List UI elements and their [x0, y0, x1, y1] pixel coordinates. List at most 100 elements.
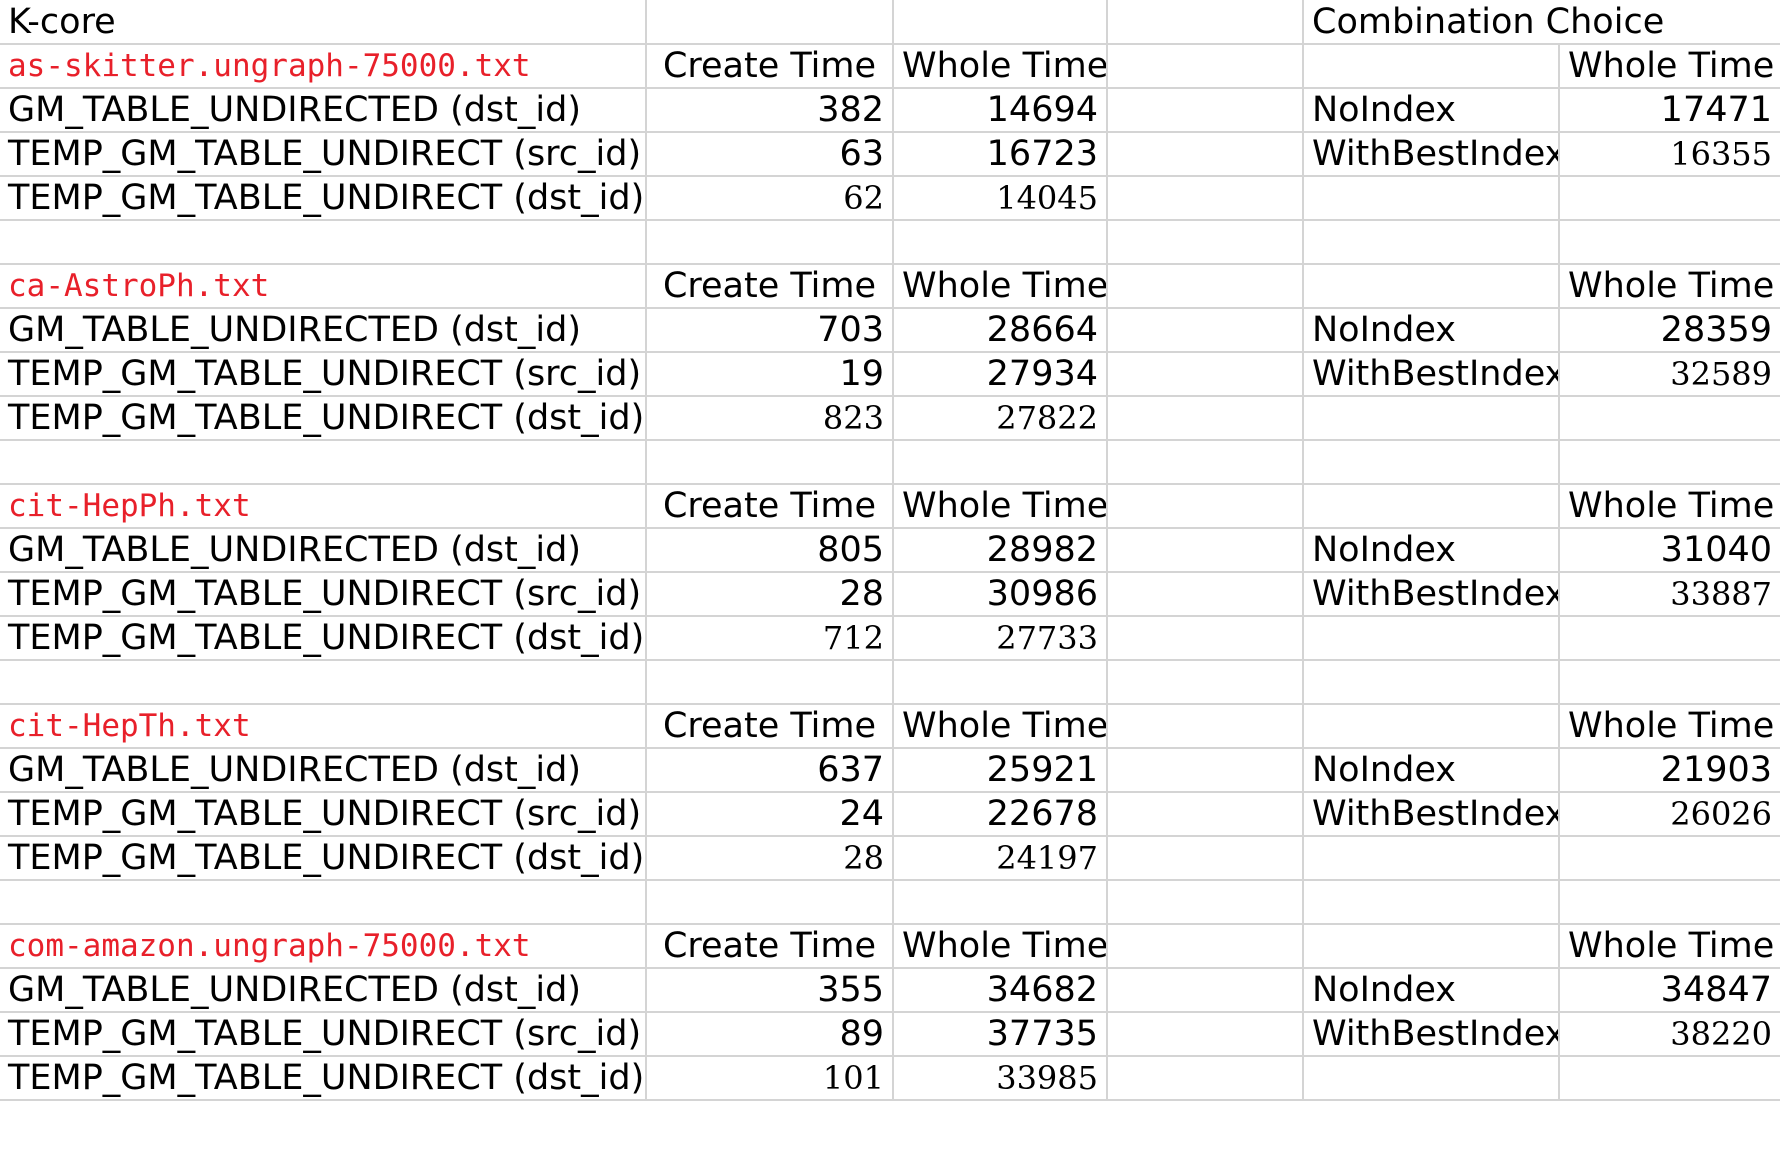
- create-time-header-cell[interactable]: Create Time: [645, 483, 894, 529]
- empty-cell[interactable]: [892, 219, 1108, 265]
- empty-cell[interactable]: [645, 439, 894, 485]
- choice-whole-time-cell[interactable]: 31040: [1557, 527, 1780, 573]
- choice-label-cell[interactable]: NoIndex: [1302, 747, 1560, 793]
- empty-cell[interactable]: [1302, 219, 1560, 265]
- empty-cell[interactable]: [1106, 967, 1304, 1013]
- empty-cell[interactable]: [1106, 659, 1304, 705]
- whole-time-cell[interactable]: 37735: [892, 1011, 1108, 1057]
- choice-label-cell[interactable]: WithBestIndex: [1302, 351, 1560, 397]
- choice-whole-time-header-cell[interactable]: Whole Time: [1557, 923, 1780, 969]
- choice-label-cell[interactable]: [1302, 835, 1560, 881]
- choice-whole-time-cell[interactable]: [1557, 615, 1780, 661]
- empty-cell[interactable]: [1106, 1055, 1304, 1101]
- index-label-cell[interactable]: GM_TABLE_UNDIRECTED (dst_id): [0, 87, 647, 133]
- choice-label-cell[interactable]: NoIndex: [1302, 967, 1560, 1013]
- empty-cell[interactable]: [1557, 659, 1780, 705]
- empty-cell[interactable]: [1106, 527, 1304, 573]
- index-label-cell[interactable]: TEMP_GM_TABLE_UNDIRECT (src_id): [0, 351, 647, 397]
- whole-time-header-cell[interactable]: Whole Time: [892, 263, 1108, 309]
- empty-cell[interactable]: [1106, 351, 1304, 397]
- spreadsheet-grid[interactable]: K-core Combination Choice as-skitter.ung…: [0, 0, 1780, 1101]
- create-time-cell[interactable]: 823: [645, 395, 894, 441]
- dataset-name-cell[interactable]: as-skitter.ungraph-75000.txt: [0, 43, 647, 89]
- choice-label-cell[interactable]: WithBestIndex: [1302, 571, 1560, 617]
- combination-title-cell[interactable]: Combination Choice: [1301, 0, 1780, 45]
- index-label-cell[interactable]: GM_TABLE_UNDIRECTED (dst_id): [0, 967, 647, 1013]
- choice-whole-time-cell[interactable]: [1557, 835, 1780, 881]
- empty-cell[interactable]: [1106, 439, 1304, 485]
- choice-whole-time-cell[interactable]: 28359: [1557, 307, 1780, 353]
- empty-cell[interactable]: [892, 659, 1108, 705]
- empty-cell[interactable]: [1557, 439, 1780, 485]
- create-time-cell[interactable]: 28: [645, 571, 894, 617]
- choice-whole-time-header-cell[interactable]: Whole Time: [1557, 263, 1780, 309]
- empty-cell[interactable]: [0, 659, 647, 705]
- empty-cell[interactable]: [1106, 395, 1304, 441]
- whole-time-cell[interactable]: 33985: [892, 1055, 1108, 1101]
- empty-cell[interactable]: [645, 659, 894, 705]
- empty-cell[interactable]: [1106, 1011, 1304, 1057]
- empty-cell[interactable]: [1302, 923, 1560, 969]
- choice-whole-time-header-cell[interactable]: Whole Time: [1557, 703, 1780, 749]
- empty-cell[interactable]: [1106, 131, 1304, 177]
- index-label-cell[interactable]: GM_TABLE_UNDIRECTED (dst_id): [0, 307, 647, 353]
- whole-time-header-cell[interactable]: Whole Time: [892, 43, 1108, 89]
- create-time-cell[interactable]: 89: [645, 1011, 894, 1057]
- empty-cell[interactable]: [1106, 219, 1304, 265]
- choice-label-cell[interactable]: NoIndex: [1302, 527, 1560, 573]
- empty-cell[interactable]: [1557, 879, 1780, 925]
- choice-whole-time-cell[interactable]: 32589: [1557, 351, 1780, 397]
- create-time-cell[interactable]: 712: [645, 615, 894, 661]
- empty-cell[interactable]: [0, 219, 647, 265]
- whole-time-header-cell[interactable]: Whole Time: [892, 483, 1108, 529]
- create-time-cell[interactable]: 382: [645, 87, 894, 133]
- choice-whole-time-cell[interactable]: 38220: [1557, 1011, 1780, 1057]
- dataset-name-cell[interactable]: cit-HepTh.txt: [0, 703, 647, 749]
- index-label-cell[interactable]: TEMP_GM_TABLE_UNDIRECT (src_id): [0, 1011, 647, 1057]
- empty-cell[interactable]: [0, 879, 647, 925]
- whole-time-cell[interactable]: 27934: [892, 351, 1108, 397]
- choice-whole-time-header-cell[interactable]: Whole Time: [1557, 483, 1780, 529]
- choice-label-cell[interactable]: [1302, 175, 1560, 221]
- whole-time-header-cell[interactable]: Whole Time: [892, 923, 1108, 969]
- empty-cell[interactable]: [645, 879, 894, 925]
- empty-cell[interactable]: [1302, 263, 1560, 309]
- choice-label-cell[interactable]: NoIndex: [1302, 87, 1560, 133]
- create-time-cell[interactable]: 101: [645, 1055, 894, 1101]
- whole-time-cell[interactable]: 25921: [892, 747, 1108, 793]
- whole-time-header-cell[interactable]: Whole Time: [892, 703, 1108, 749]
- index-label-cell[interactable]: GM_TABLE_UNDIRECTED (dst_id): [0, 527, 647, 573]
- create-time-header-cell[interactable]: Create Time: [645, 703, 894, 749]
- empty-cell[interactable]: [1302, 439, 1560, 485]
- whole-time-cell[interactable]: 28982: [892, 527, 1108, 573]
- create-time-cell[interactable]: 24: [645, 791, 894, 837]
- choice-label-cell[interactable]: WithBestIndex: [1302, 131, 1560, 177]
- create-time-cell[interactable]: 805: [645, 527, 894, 573]
- empty-cell[interactable]: [1106, 43, 1304, 89]
- index-label-cell[interactable]: TEMP_GM_TABLE_UNDIRECT (dst_id): [0, 1055, 647, 1101]
- index-label-cell[interactable]: GM_TABLE_UNDIRECTED (dst_id): [0, 747, 647, 793]
- create-time-cell[interactable]: 355: [645, 967, 894, 1013]
- whole-time-cell[interactable]: 16723: [892, 131, 1108, 177]
- choice-label-cell[interactable]: NoIndex: [1302, 307, 1560, 353]
- empty-cell[interactable]: [892, 0, 1108, 45]
- whole-time-cell[interactable]: 14694: [892, 87, 1108, 133]
- empty-cell[interactable]: [1106, 835, 1304, 881]
- empty-cell[interactable]: [1106, 571, 1304, 617]
- choice-whole-time-cell[interactable]: [1557, 395, 1780, 441]
- create-time-cell[interactable]: 703: [645, 307, 894, 353]
- create-time-header-cell[interactable]: Create Time: [645, 263, 894, 309]
- empty-cell[interactable]: [1302, 483, 1560, 529]
- empty-cell[interactable]: [1106, 87, 1304, 133]
- empty-cell[interactable]: [645, 219, 894, 265]
- create-time-header-cell[interactable]: Create Time: [645, 43, 894, 89]
- create-time-cell[interactable]: 19: [645, 351, 894, 397]
- choice-whole-time-cell[interactable]: 26026: [1557, 791, 1780, 837]
- choice-whole-time-cell[interactable]: 33887: [1557, 571, 1780, 617]
- empty-cell[interactable]: [892, 879, 1108, 925]
- empty-cell[interactable]: [1106, 307, 1304, 353]
- choice-label-cell[interactable]: WithBestIndex: [1302, 791, 1560, 837]
- empty-cell[interactable]: [1302, 43, 1560, 89]
- index-label-cell[interactable]: TEMP_GM_TABLE_UNDIRECT (src_id): [0, 791, 647, 837]
- sheet-title-cell[interactable]: K-core: [0, 0, 647, 45]
